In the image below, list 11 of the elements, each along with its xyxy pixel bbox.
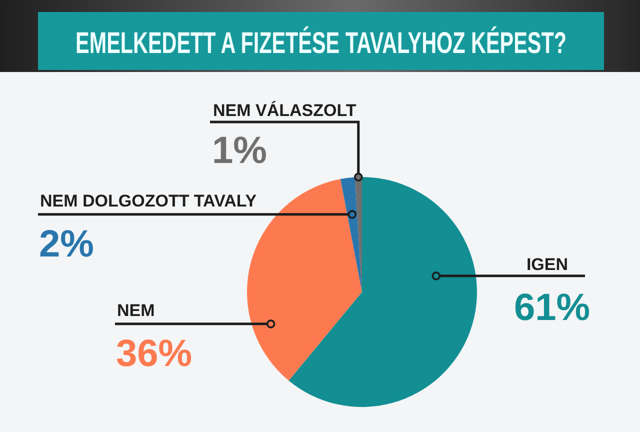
slice-label: NEM xyxy=(117,300,155,320)
data-label: 1% xyxy=(212,130,267,172)
chart-title: EMELKEDETT A FIZETÉSE TAVALYHOZ KÉPEST? xyxy=(76,26,566,60)
data-label: 36% xyxy=(116,332,192,375)
slice-label: NEM VÁLASZOLT xyxy=(213,100,357,120)
slice-label: NEM DOLGOZOTT TAVALY xyxy=(40,191,258,210)
pie-slice xyxy=(288,177,477,407)
pie-slice xyxy=(340,177,362,292)
data-label: 2% xyxy=(39,223,94,266)
data-label: 61% xyxy=(514,286,590,329)
slice-label: IGEN xyxy=(526,254,568,274)
